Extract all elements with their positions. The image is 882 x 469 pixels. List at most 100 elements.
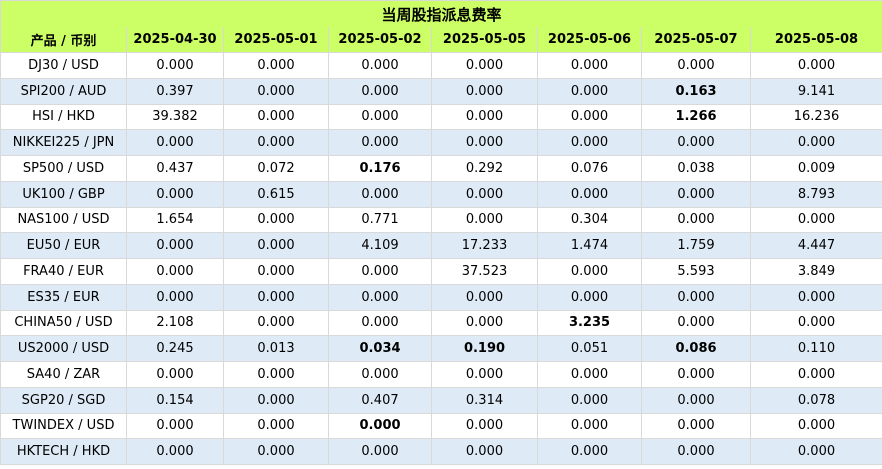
rate-cell: 0.397 [126, 77, 224, 105]
table-row: CHINA50 / USD 2.108 0.000 0.000 0.000 3.235 0.… [0, 309, 882, 337]
rate-cell: 0.086 [641, 335, 751, 362]
rate-cell: 0.078 [749, 386, 882, 414]
rate-cell: 0.000 [223, 258, 329, 285]
rate-cell: 0.000 [126, 232, 224, 259]
rate-cell: 0.000 [328, 180, 432, 208]
rate-cell: 0.000 [223, 412, 329, 440]
rate-cell: 0.000 [431, 206, 538, 234]
rate-cell: 0.110 [749, 335, 882, 362]
rate-cell: 0.000 [641, 386, 751, 414]
table-row: NAS100 / USD 1.654 0.000 0.771 0.000 0.304 0.0… [0, 206, 882, 234]
rate-cell: 0.000 [431, 77, 538, 105]
product-cell: US2000 / USD [0, 335, 127, 362]
rate-cell: 0.000 [749, 52, 882, 79]
rate-cell: 0.000 [749, 438, 882, 465]
product-cell: DJ30 / USD [0, 52, 127, 79]
rate-cell: 0.038 [641, 155, 751, 182]
rate-cell: 0.000 [223, 361, 329, 388]
table-row: TWINDEX / USD 0.000 0.000 0.000 0.000 0.000 0.… [0, 412, 882, 440]
product-cell: CHINA50 / USD [0, 309, 127, 337]
product-cell: SGP20 / SGD [0, 386, 127, 414]
rate-cell: 0.076 [537, 155, 642, 182]
rate-cell: 0.000 [328, 258, 432, 285]
table-row: DJ30 / USD 0.000 0.000 0.000 0.000 0.000 0.000… [0, 52, 882, 79]
rate-cell: 0.000 [749, 283, 882, 311]
table-row: SP500 / USD 0.437 0.072 0.176 0.292 0.076 0.03… [0, 155, 882, 182]
rate-cell: 0.000 [537, 361, 642, 388]
rate-cell: 0.000 [537, 386, 642, 414]
table-title: 当周股指派息费率 [0, 0, 882, 27]
rate-cell: 1.474 [537, 232, 642, 259]
product-cell: NAS100 / USD [0, 206, 127, 234]
rate-cell: 8.793 [749, 180, 882, 208]
rate-cell: 0.615 [223, 180, 329, 208]
rate-cell: 16.236 [749, 103, 882, 131]
rate-cell: 0.163 [641, 77, 751, 105]
rate-cell: 0.000 [641, 206, 751, 234]
rate-cell: 0.154 [126, 386, 224, 414]
rate-cell: 0.034 [328, 335, 432, 362]
rate-cell: 0.000 [641, 309, 751, 337]
column-header-date: 2025-05-07 [641, 27, 751, 53]
rate-cell: 0.000 [126, 180, 224, 208]
rate-cell: 0.000 [537, 103, 642, 131]
column-header-date: 2025-05-02 [328, 27, 432, 53]
rate-cell: 0.072 [223, 155, 329, 182]
table-row: SGP20 / SGD 0.154 0.000 0.407 0.314 0.000 0.00… [0, 386, 882, 414]
rate-cell: 0.000 [749, 206, 882, 234]
rate-cell: 0.000 [223, 77, 329, 105]
rate-cell: 0.000 [223, 309, 329, 337]
rate-cell: 0.304 [537, 206, 642, 234]
rate-cell: 0.000 [537, 180, 642, 208]
column-header-row: 产品 / 币别 2025-04-30 2025-05-01 2025-05-02… [0, 27, 882, 53]
rate-cell: 0.000 [537, 412, 642, 440]
rate-cell: 0.771 [328, 206, 432, 234]
table-row: ES35 / EUR 0.000 0.000 0.000 0.000 0.000 0.000… [0, 283, 882, 311]
rate-cell: 0.000 [328, 103, 432, 131]
rate-cell: 0.000 [749, 412, 882, 440]
product-cell: FRA40 / EUR [0, 258, 127, 285]
rate-cell: 0.000 [641, 52, 751, 79]
rate-cell: 0.000 [537, 77, 642, 105]
rate-cell: 0.314 [431, 386, 538, 414]
rate-cell: 5.593 [641, 258, 751, 285]
table-row: HSI / HKD 39.382 0.000 0.000 0.000 0.000 1.266… [0, 103, 882, 131]
table-body: DJ30 / USD 0.000 0.000 0.000 0.000 0.000 0.000… [0, 52, 882, 465]
rate-cell: 0.000 [641, 412, 751, 440]
rate-cell: 0.437 [126, 155, 224, 182]
rate-cell: 3.235 [537, 309, 642, 337]
column-header-date: 2025-04-30 [126, 27, 224, 53]
table-row: SA40 / ZAR 0.000 0.000 0.000 0.000 0.000 0.000… [0, 361, 882, 388]
rate-cell: 0.000 [223, 129, 329, 156]
rate-cell: 1.759 [641, 232, 751, 259]
rate-cell: 0.000 [431, 103, 538, 131]
rate-cell: 0.000 [328, 52, 432, 79]
rate-cell: 1.654 [126, 206, 224, 234]
rate-cell: 0.000 [328, 77, 432, 105]
rate-cell: 0.000 [641, 361, 751, 388]
rate-cell: 0.000 [328, 412, 432, 440]
rate-cell: 0.000 [749, 361, 882, 388]
rate-cell: 2.108 [126, 309, 224, 337]
rate-cell: 0.013 [223, 335, 329, 362]
rate-cell: 0.000 [223, 283, 329, 311]
rate-cell: 0.000 [223, 232, 329, 259]
column-header-date: 2025-05-06 [537, 27, 642, 53]
rate-cell: 0.000 [641, 438, 751, 465]
product-cell: HSI / HKD [0, 103, 127, 131]
rate-cell: 0.000 [431, 52, 538, 79]
rate-cell: 0.000 [537, 52, 642, 79]
rate-cell: 0.000 [641, 180, 751, 208]
rate-cell: 3.849 [749, 258, 882, 285]
rate-cell: 0.009 [749, 155, 882, 182]
rate-cell: 0.000 [126, 52, 224, 79]
rate-cell: 0.000 [328, 361, 432, 388]
title-row: 当周股指派息费率 [0, 0, 882, 27]
table-row: HKTECH / HKD 0.000 0.000 0.000 0.000 0.000 0.0… [0, 438, 882, 465]
product-cell: SA40 / ZAR [0, 361, 127, 388]
rate-cell: 0.000 [126, 361, 224, 388]
rate-cell: 0.000 [328, 438, 432, 465]
rate-cell: 0.000 [431, 283, 538, 311]
table-row: NIKKEI225 / JPN 0.000 0.000 0.000 0.000 0.000… [0, 129, 882, 156]
